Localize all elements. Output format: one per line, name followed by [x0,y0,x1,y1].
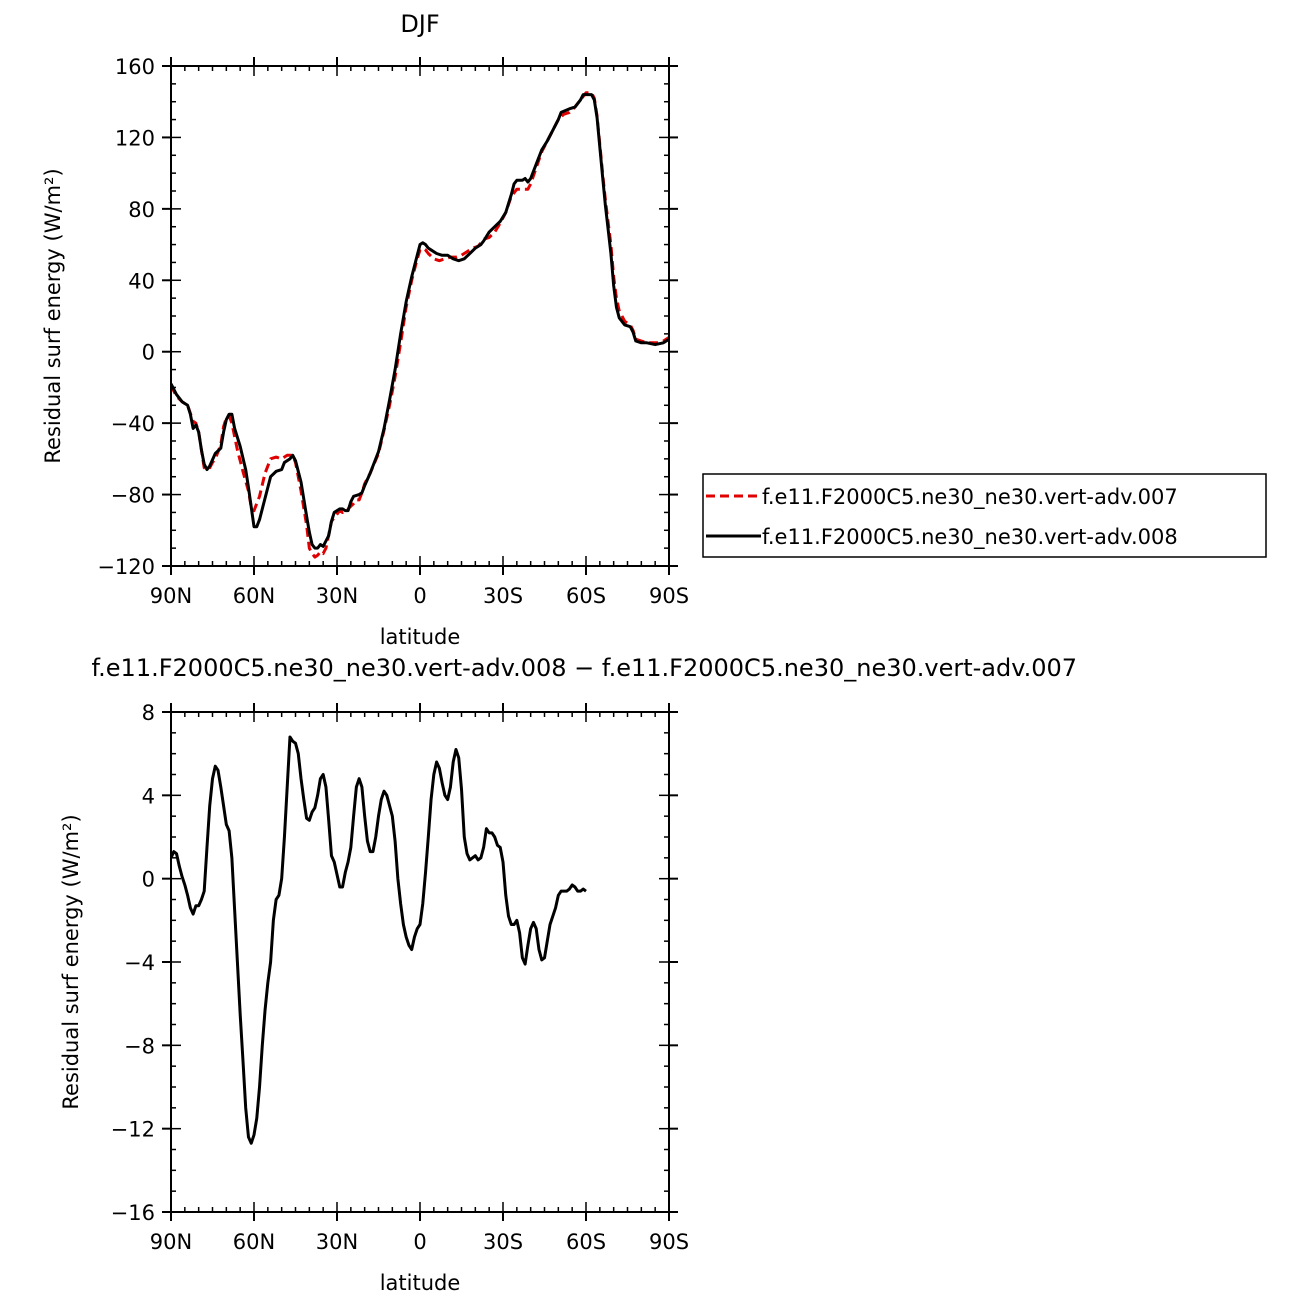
top-panel-x-axis-label: latitude [380,625,461,649]
x-tick-label: 90N [150,1230,192,1254]
y-tick-label: −80 [111,484,155,508]
bottom-panel: f.e11.F2000C5.ne30_ne30.vert-adv.008 − f… [59,654,1077,1295]
bottom-panel-frame [170,711,670,1213]
top-panel-frame [170,65,670,567]
x-tick-label: 0 [413,1230,426,1254]
y-tick-label: 40 [128,269,155,293]
y-tick-label: −8 [124,1034,155,1058]
legend-box [702,473,1267,558]
x-tick-label: 60S [566,1230,606,1254]
bottom-panel-x-axis-label: latitude [380,1271,461,1295]
legend-entry-007: f.e11.F2000C5.ne30_ne30.vert-adv.007 [762,485,1178,510]
series-line-1 [171,91,669,559]
series-line-2 [171,93,669,550]
x-tick-label: 30S [483,584,523,608]
bottom-panel-ticks [162,703,678,1221]
x-tick-label: 30S [483,1230,523,1254]
y-tick-label: 4 [142,784,155,808]
x-tick-label: 0 [413,584,426,608]
x-tick-label: 30N [316,1230,358,1254]
y-tick-label: −12 [111,1118,155,1142]
top-panel-ticks [162,57,678,575]
top-panel: DJF 90N 60N 30N 0 30S 60S 90S −120 −80 −40 0 40 80 1… [41,10,689,649]
y-tick-label: 0 [142,868,155,892]
top-panel-y-axis-label: Residual surf energy (W/m²) [41,168,65,463]
y-tick-label: −40 [111,412,155,436]
x-tick-label: 60N [233,1230,275,1254]
x-tick-label: 60S [566,584,606,608]
x-tick-label: 90S [649,584,689,608]
bottom-panel-x-tick-labels: 90N 60N 30N 0 30S 60S 90S [150,1230,689,1254]
legend: f.e11.F2000C5.ne30_ne30.vert-adv.007 f.e… [702,473,1267,558]
bottom-panel-y-axis-label: Residual surf energy (W/m²) [59,814,83,1109]
x-tick-label: 90N [150,584,192,608]
bottom-panel-series [171,735,587,1145]
y-tick-label: 8 [142,701,155,725]
y-tick-label: −120 [97,555,155,579]
top-panel-y-tick-labels: −120 −80 −40 0 40 80 120 160 [97,55,155,579]
top-panel-series [171,91,669,559]
top-panel-x-tick-labels: 90N 60N 30N 0 30S 60S 90S [150,584,689,608]
y-tick-label: 80 [128,198,155,222]
y-tick-label: −4 [124,951,155,975]
top-panel-title: DJF [400,10,439,38]
y-tick-label: 0 [142,341,155,365]
bottom-panel-y-tick-labels: −16 −12 −8 −4 0 4 8 [111,701,155,1225]
x-tick-label: 60N [233,584,275,608]
y-tick-label: −16 [111,1201,155,1225]
y-tick-label: 160 [115,55,155,79]
series-line-1 [171,735,587,1145]
y-tick-label: 120 [115,126,155,150]
legend-entry-008: f.e11.F2000C5.ne30_ne30.vert-adv.008 [762,525,1178,550]
x-tick-label: 90S [649,1230,689,1254]
x-tick-label: 30N [316,584,358,608]
bottom-panel-title: f.e11.F2000C5.ne30_ne30.vert-adv.008 − f… [91,654,1077,682]
